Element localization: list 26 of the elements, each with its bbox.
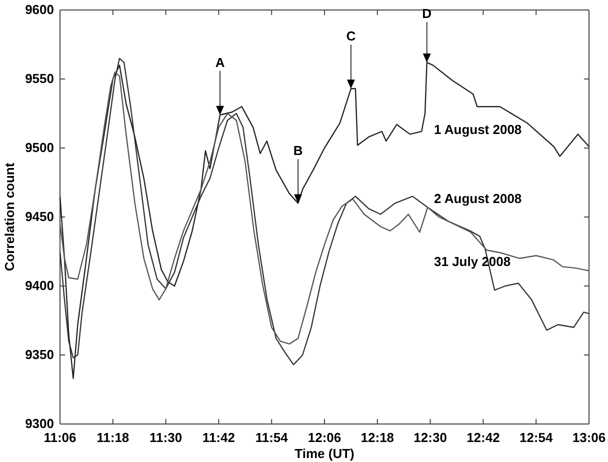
- x-tick-label: 11:30: [150, 430, 182, 446]
- annotation: A: [215, 54, 226, 70]
- annotation: B: [293, 143, 303, 158]
- x-tick-label: 11:42: [202, 430, 235, 446]
- series-label: 2 August 2008: [434, 191, 522, 206]
- x-tick-label: 12:54: [519, 430, 554, 446]
- series-label: 1 August 2008: [434, 122, 522, 137]
- x-tick-label: 13:06: [572, 430, 606, 446]
- y-axis-title: Correlation count: [2, 162, 17, 272]
- y-tick-label: 9600: [25, 2, 54, 18]
- x-tick-label: 12:42: [466, 430, 500, 446]
- y-tick-label: 9450: [25, 209, 54, 224]
- annotation: D: [422, 6, 432, 21]
- y-tick-label: 9550: [25, 71, 54, 86]
- y-tick-label: 9400: [25, 278, 54, 294]
- y-tick-label: 9350: [25, 347, 54, 362]
- x-tick-label: 11:54: [255, 430, 289, 446]
- y-tick-label: 9500: [25, 140, 54, 156]
- x-tick-label: 12:06: [308, 430, 342, 446]
- annotation: C: [346, 28, 356, 44]
- x-axis-title: Time (UT): [294, 446, 354, 461]
- y-tick-label: 9300: [25, 416, 54, 432]
- x-tick-label: 12:30: [414, 430, 447, 446]
- x-tick-label: 11:06: [44, 430, 76, 446]
- x-tick-label: 11:18: [96, 430, 130, 446]
- x-tick-label: 12:18: [360, 430, 394, 446]
